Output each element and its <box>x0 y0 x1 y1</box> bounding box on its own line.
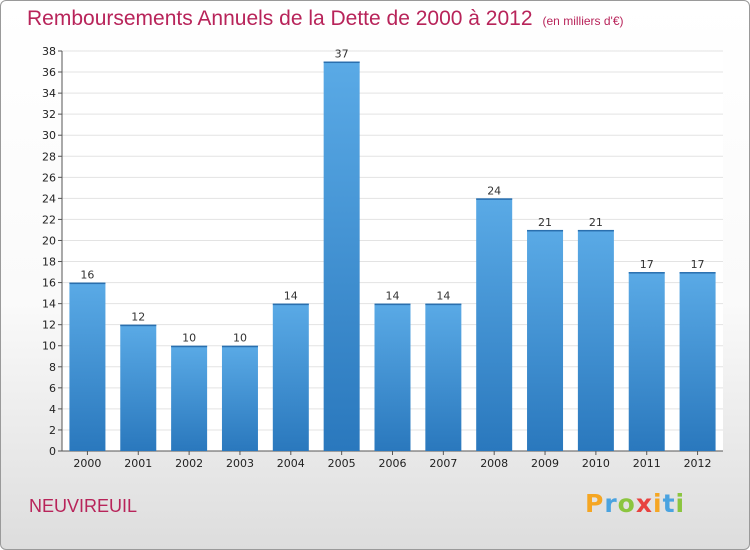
y-tick-label: 26 <box>42 171 56 184</box>
title-text: Remboursements Annuels de la Dette de 20… <box>27 7 533 30</box>
city-name: NEUVIREUIL <box>29 496 138 516</box>
logo-letter: t <box>662 489 676 518</box>
x-tick-label: 2003 <box>226 457 254 470</box>
y-tick-label: 4 <box>49 403 56 416</box>
logo-letter: x <box>635 489 653 518</box>
x-tick-label: 2005 <box>328 457 356 470</box>
proxiti-logo: Proxiti <box>585 489 685 518</box>
bar <box>171 345 208 451</box>
x-tick-label: 2011 <box>633 457 661 470</box>
bar <box>120 324 157 451</box>
y-tick-label: 20 <box>42 234 56 247</box>
chart-subtitle: (en milliers d'€) <box>542 14 624 28</box>
bar-top <box>527 229 564 232</box>
data-label: 10 <box>182 332 196 345</box>
bar <box>374 303 411 451</box>
bar-top <box>628 272 665 274</box>
logo-letter: i <box>653 489 663 518</box>
bar-top <box>171 345 208 348</box>
y-tick-label: 8 <box>49 361 56 374</box>
logo-letter: i <box>675 489 686 518</box>
y-tick-label: 16 <box>42 277 56 290</box>
x-tick-label: 2009 <box>531 457 559 470</box>
x-tick-label: 2001 <box>124 457 152 470</box>
y-tick-label: 0 <box>49 445 56 458</box>
data-label: 16 <box>80 269 94 282</box>
data-label: 17 <box>691 258 705 271</box>
logo-letter: r <box>604 489 618 518</box>
x-tick-label: 2004 <box>277 457 305 470</box>
y-tick-label: 12 <box>42 319 56 332</box>
bar-top <box>272 303 309 306</box>
y-tick-label: 10 <box>42 340 56 353</box>
y-tick-label: 32 <box>42 108 56 121</box>
x-tick-label: 2000 <box>73 457 101 470</box>
data-label: 12 <box>131 311 145 324</box>
bar-top <box>679 272 716 274</box>
bar <box>272 303 309 451</box>
bar <box>476 198 513 451</box>
x-tick-label: 2012 <box>684 457 712 470</box>
data-label: 21 <box>589 216 603 229</box>
y-tick-label: 22 <box>42 213 56 226</box>
y-tick-label: 18 <box>42 256 56 269</box>
data-label: 17 <box>640 258 654 271</box>
y-tick-label: 36 <box>42 66 56 79</box>
bar <box>628 272 665 451</box>
data-label: 37 <box>335 48 349 61</box>
data-label: 14 <box>436 290 450 303</box>
bar-top <box>323 61 360 64</box>
bar-top <box>476 198 513 200</box>
logo-letter: o <box>617 489 636 518</box>
data-label: 24 <box>487 184 501 197</box>
chart-title: Remboursements Annuels de la Dette de 20… <box>27 7 624 31</box>
bar-top <box>221 345 258 348</box>
x-tick-label: 2008 <box>480 457 508 470</box>
bar <box>425 303 462 451</box>
bar-top <box>120 324 157 327</box>
y-tick-label: 24 <box>42 192 56 205</box>
bar-top <box>69 282 106 285</box>
bar <box>221 345 258 451</box>
y-tick-label: 6 <box>49 382 56 395</box>
y-tick-label: 14 <box>42 298 56 311</box>
x-tick-label: 2006 <box>379 457 407 470</box>
bar-top <box>425 303 462 306</box>
bar <box>323 61 360 452</box>
data-label: 21 <box>538 216 552 229</box>
bar-top <box>374 303 411 306</box>
y-tick-label: 2 <box>49 424 56 437</box>
y-tick-label: 30 <box>42 129 56 142</box>
y-tick-label: 38 <box>42 45 56 58</box>
y-tick-label: 28 <box>42 150 56 163</box>
x-tick-label: 2007 <box>429 457 457 470</box>
data-label: 14 <box>284 290 298 303</box>
bar <box>679 272 716 451</box>
y-tick-label: 34 <box>42 87 56 100</box>
bar <box>527 229 564 451</box>
bar-top <box>577 229 614 232</box>
bar <box>577 229 614 451</box>
bar <box>69 282 106 451</box>
x-tick-label: 2002 <box>175 457 203 470</box>
data-label: 10 <box>233 332 247 345</box>
x-tick-label: 2010 <box>582 457 610 470</box>
logo-letter: P <box>585 489 605 518</box>
data-label: 14 <box>386 290 400 303</box>
